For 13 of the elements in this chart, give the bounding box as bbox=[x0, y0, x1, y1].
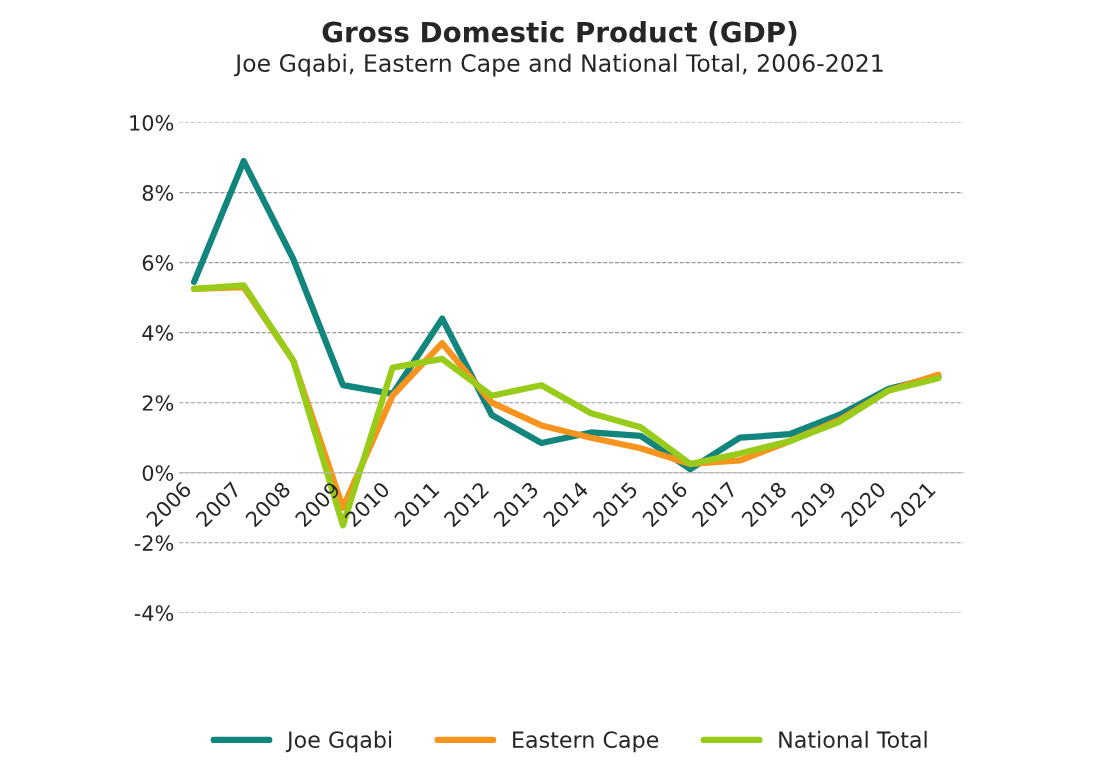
y-tick-label: 6% bbox=[142, 255, 174, 271]
y-tick-label: -2% bbox=[134, 535, 174, 551]
y-tick-label: 10% bbox=[130, 115, 174, 131]
y-tick-label: 2% bbox=[142, 395, 174, 411]
y-tick-label: -4% bbox=[134, 605, 174, 622]
y-tick-label: 0% bbox=[142, 465, 174, 481]
y-tick-label: 8% bbox=[142, 185, 174, 201]
legend-label: Eastern Cape bbox=[513, 731, 659, 753]
legend-label: National Total bbox=[779, 730, 927, 749]
chart-title: Gross Domestic Product (GDP) bbox=[322, 21, 797, 46]
legend-label: Joe Gqabi bbox=[285, 730, 392, 753]
chart-subtitle: Joe Gqabi, Eastern Cape and National Total, 2006-2021 bbox=[233, 53, 883, 77]
y-tick-label: 4% bbox=[142, 325, 174, 341]
